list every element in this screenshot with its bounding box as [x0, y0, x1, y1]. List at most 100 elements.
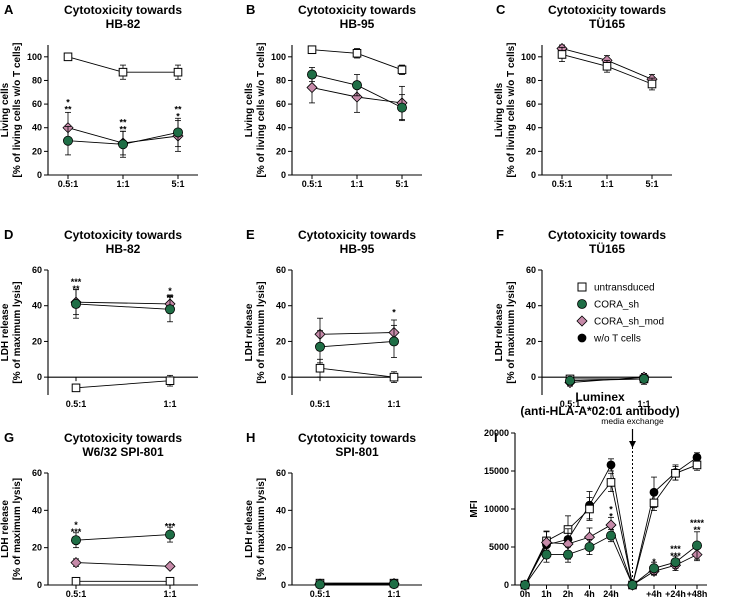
- significance-stars-green: **: [693, 525, 701, 535]
- x-tick-label: 4h: [584, 589, 595, 599]
- marker-circle-green: [692, 540, 703, 551]
- y-tick-label: 0: [37, 372, 42, 382]
- y-tick-label: 80: [526, 75, 536, 85]
- panel-title: Cytotoxicity towards: [298, 3, 416, 17]
- series-line: [75, 534, 171, 541]
- legend-label: untransduced: [594, 283, 655, 294]
- panel-letter: B: [246, 2, 255, 17]
- series-line: [75, 562, 171, 567]
- y-tick-label: 5000: [489, 542, 509, 552]
- marker-circle-green: [314, 579, 325, 590]
- marker-circle-green: [639, 373, 650, 384]
- marker-circle-green: [520, 580, 531, 591]
- legend: untransduced CORA_sh CORA_sh_mod w/o T c…: [576, 282, 664, 345]
- y-tick-label: 100: [27, 52, 42, 62]
- legend-entry-wo-t-cells: w/o T cells: [577, 334, 641, 345]
- marker-circle-green: [172, 127, 183, 138]
- legend-entry-cora-sh: CORA_sh: [577, 299, 639, 311]
- significance-stars-green: **: [119, 125, 127, 135]
- significance-stars-pink: ***: [71, 277, 82, 287]
- x-tick-label: 1:1: [116, 179, 129, 189]
- legend-marker-square: [577, 282, 587, 292]
- series-line: [75, 301, 171, 305]
- y-tick-label: 60: [32, 99, 42, 109]
- marker-circle-green: [606, 530, 617, 541]
- y-tick-label: 60: [276, 99, 286, 109]
- marker-circle-green: [541, 549, 552, 560]
- x-tick-label: 0.5:1: [66, 399, 87, 409]
- marker-diamond: [351, 91, 363, 103]
- y-tick-label: 40: [276, 123, 286, 133]
- panel-title: Cytotoxicity towards: [64, 431, 182, 445]
- series-cora-sh-mod: [314, 317, 400, 351]
- marker-square: [389, 372, 399, 382]
- marker-square: [606, 478, 616, 487]
- significance-stars-green: *: [609, 512, 613, 522]
- marker-square: [671, 468, 680, 478]
- series-cora-sh: [520, 529, 703, 591]
- marker-square: [649, 498, 659, 508]
- panel-title: W6/32 SPI-801: [82, 445, 164, 459]
- y-tick-label: 20: [32, 336, 42, 346]
- y-tick-label: 20: [526, 146, 536, 156]
- series-cora-sh: [63, 117, 183, 158]
- legend-label: CORA_sh: [594, 300, 639, 311]
- panel-title: Luminex: [575, 390, 625, 404]
- legend-marker-circle-green: [577, 299, 587, 309]
- y-tick-label: 20: [276, 543, 286, 553]
- panel-title: Cytotoxicity towards: [298, 431, 416, 445]
- y-tick-label: 20: [526, 336, 536, 346]
- media-exchange-label: media exchange: [601, 416, 664, 426]
- x-tick-label: 0.5:1: [560, 399, 581, 409]
- series-cora-sh: [314, 579, 399, 590]
- significance-stars-pink: *: [74, 520, 78, 530]
- y-tick-label: 60: [526, 99, 536, 109]
- y-axis-label: LDH release: [0, 303, 11, 361]
- marker-circle-green: [565, 375, 576, 386]
- x-tick-label: 1:1: [350, 179, 363, 189]
- series-cora-sh: [565, 373, 650, 386]
- panel-letter: A: [4, 2, 14, 17]
- legend-marker-diamond: [576, 315, 588, 327]
- y-tick-label: 40: [276, 505, 286, 515]
- panel-title: Cytotoxicity towards: [548, 228, 666, 242]
- marker-diamond: [306, 81, 318, 94]
- legend-label: w/o T cells: [593, 334, 641, 345]
- significance-stars-pink: ****: [690, 518, 705, 528]
- x-tick-label: 1:1: [163, 589, 176, 599]
- y-axis-label: LDH release: [0, 500, 11, 558]
- y-tick-label: 40: [32, 301, 42, 311]
- series-cora-sh-mod: [70, 557, 176, 572]
- y-tick-label: 60: [276, 468, 286, 478]
- marker-square: [307, 45, 317, 55]
- panel-title: TÜ165: [589, 16, 625, 31]
- marker-circle-green: [563, 549, 574, 560]
- marker-diamond: [70, 557, 82, 569]
- series-line: [632, 554, 698, 586]
- x-tick-label: 0h: [520, 589, 531, 599]
- panel-letter: D: [4, 227, 13, 242]
- marker-circle-green: [118, 139, 129, 150]
- y-tick-label: 20: [276, 336, 286, 346]
- y-tick-label: 60: [32, 468, 42, 478]
- marker-square: [71, 576, 81, 586]
- series-line: [632, 545, 698, 586]
- y-tick-label: 80: [276, 75, 286, 85]
- panel-title: Cytotoxicity towards: [64, 228, 182, 242]
- marker-square: [692, 460, 702, 470]
- marker-circle-green: [388, 579, 399, 590]
- marker-circle-green: [649, 563, 660, 574]
- marker-diamond: [164, 560, 176, 572]
- marker-circle-green: [164, 304, 175, 315]
- series-line: [524, 534, 633, 586]
- significance-stars-pink: *: [66, 97, 70, 107]
- panel-letter: E: [246, 227, 255, 242]
- media-exchange-arrow: [629, 441, 636, 448]
- y-axis-label: Living cells: [494, 82, 505, 137]
- y-tick-label: 20000: [484, 428, 509, 438]
